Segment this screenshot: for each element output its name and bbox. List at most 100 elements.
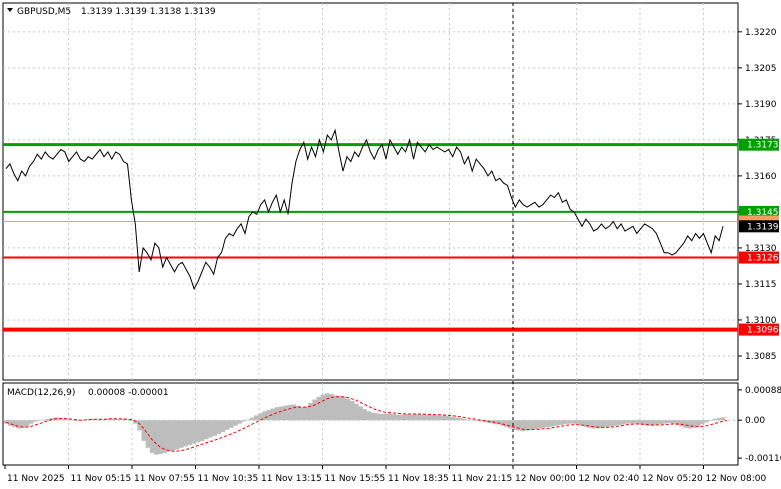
macd-histogram-bar <box>412 414 418 421</box>
macd-histogram-bar <box>199 420 205 441</box>
macd-histogram-bar <box>387 413 392 421</box>
macd-histogram-bar <box>45 418 51 421</box>
macd-histogram-bar <box>716 418 722 421</box>
time-tick-label: 12 Nov 05:20 <box>642 474 703 484</box>
macd-histogram-bar <box>720 417 726 421</box>
level-lines <box>3 143 738 332</box>
time-axis: 11 Nov 2025 11 Nov 05:15 11 Nov 07:55 11 No… <box>4 465 766 484</box>
macd-histogram-bar <box>33 420 38 422</box>
macd-histogram-bar <box>433 415 438 421</box>
macd-histogram-bar <box>504 420 509 428</box>
macd-histogram-bar <box>683 420 688 428</box>
price-tick-label: 1.3130 <box>745 244 777 254</box>
macd-histogram-bar <box>229 420 234 428</box>
macd-histogram-bar <box>533 420 538 430</box>
macd-histogram-bar <box>579 420 584 426</box>
macd-histogram-bar <box>337 396 342 421</box>
macd-histogram-bar <box>279 406 284 421</box>
macd-histogram-bar <box>262 411 267 421</box>
macd-histogram-bar <box>366 411 372 421</box>
macd-histogram-bar <box>166 420 172 452</box>
macd-histogram-bar <box>687 420 693 429</box>
macd-histogram-bar <box>374 413 380 421</box>
macd-histogram-bar <box>479 420 484 422</box>
macd-histogram-bar <box>128 420 134 421</box>
macd-signal-line <box>5 396 728 452</box>
ohlc-values: 1.3139 1.3139 1.3138 1.3139 <box>81 7 216 17</box>
macd-histogram-bar <box>12 420 17 428</box>
macd-histogram-bar <box>570 420 576 424</box>
macd-histogram-bar <box>108 418 113 421</box>
macd-histogram-bar <box>558 420 563 426</box>
macd-histogram-bar <box>112 418 117 421</box>
macd-histogram-bar <box>58 418 63 421</box>
macd-histogram-bar <box>220 420 226 432</box>
macd-histogram-bar <box>633 420 638 424</box>
macd-histogram-bar <box>237 420 242 424</box>
level-label-text: 1.3096 <box>747 326 779 336</box>
macd-histogram-bar <box>362 409 367 421</box>
macd-histogram-bar <box>550 420 555 427</box>
macd-histogram-bar <box>316 396 322 421</box>
macd-tick-label: -0.00110 <box>745 454 781 464</box>
level-label-box <box>739 251 779 264</box>
macd-histogram-bar <box>41 419 47 421</box>
macd-histogram-bar <box>254 415 259 421</box>
macd-histogram-bar <box>608 420 613 427</box>
macd-histogram-bar <box>595 420 601 429</box>
macd-histogram-bar <box>575 420 580 425</box>
current-price-box <box>739 220 779 233</box>
current-price-label: 1.3139 <box>747 222 779 232</box>
macd-histogram-bar <box>8 420 13 426</box>
price-panel[interactable] <box>2 2 739 381</box>
macd-histogram-bar <box>470 420 476 421</box>
macd-histogram-bar <box>462 418 468 421</box>
macd-histogram-bar <box>20 420 26 428</box>
macd-histogram-bar <box>583 420 588 428</box>
macd-histogram-bar <box>654 420 659 426</box>
macd-histogram-bar <box>429 414 434 421</box>
macd-histogram-bar <box>516 420 522 431</box>
macd-histogram-bar <box>287 405 292 421</box>
macd-histogram-bar <box>70 420 76 421</box>
macd-histogram-bar <box>149 420 155 453</box>
macd-histogram-bar <box>195 420 201 443</box>
macd-histogram-bar <box>458 418 463 421</box>
collapse-triangle-icon[interactable] <box>7 8 13 12</box>
level-label-text: 1.3145 <box>747 208 779 218</box>
macd-histogram-bar <box>437 415 443 421</box>
macd-histogram-bar <box>554 420 559 426</box>
macd-histogram-bar <box>291 404 297 421</box>
macd-histogram-bar <box>616 420 622 426</box>
macd-histogram-bar <box>691 420 697 428</box>
macd-histogram-bar <box>391 414 397 421</box>
macd-histogram-bar <box>370 412 376 421</box>
macd-histogram-bar <box>620 420 626 425</box>
macd-histogram-bar <box>62 418 67 421</box>
macd-histogram-bar <box>474 420 480 421</box>
macd-histogram-bar <box>358 406 363 421</box>
macd-histogram-bar <box>604 420 609 428</box>
macd-histogram-bar <box>124 419 130 421</box>
macd-histogram-bar <box>162 420 167 453</box>
macd-histogram-bar <box>333 395 338 421</box>
macd-histogram-bar <box>537 420 543 429</box>
macd-histogram-bar <box>74 420 80 421</box>
macd-histogram-bar <box>637 420 643 425</box>
macd-tick-label: 0.00 <box>745 416 765 426</box>
macd-histogram-bar <box>495 420 501 425</box>
macd-histogram-bar <box>445 416 451 421</box>
macd-histogram-bar <box>512 420 518 430</box>
macd-histogram-bar <box>174 420 180 450</box>
macd-histogram-bar <box>191 420 197 444</box>
macd-histogram-bar <box>145 420 151 448</box>
macd-histogram-bar <box>499 420 505 426</box>
macd-histogram-bar <box>241 420 247 422</box>
macd-histogram-bar <box>700 420 705 425</box>
macd-histogram-bar <box>383 414 388 421</box>
level-label-box <box>739 138 779 151</box>
macd-histogram-bar <box>91 418 97 421</box>
macd-histogram-bar <box>449 416 455 421</box>
macd-tick-label: 0.00088 <box>745 386 781 396</box>
